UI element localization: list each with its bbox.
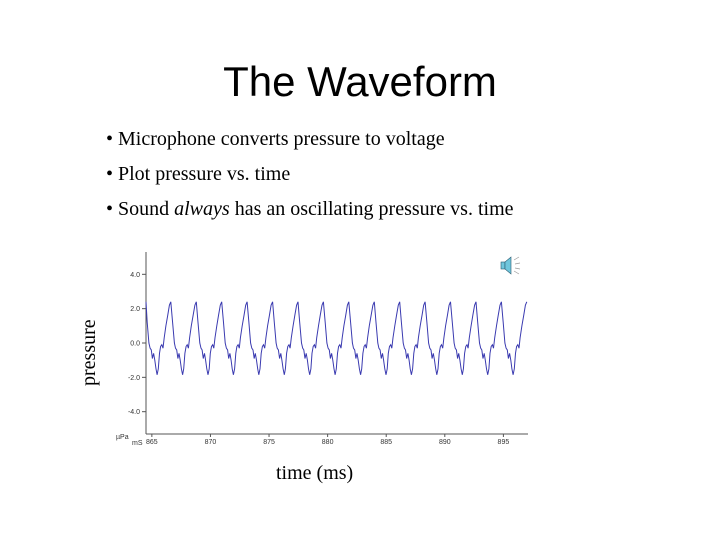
- x-tick-label: 890: [439, 439, 451, 446]
- x-tick-label: 895: [498, 439, 510, 446]
- bullet-2: • Plot pressure vs. time: [106, 163, 291, 185]
- y-tick-label: 4.0: [130, 272, 140, 279]
- y-tick-label: -4.0: [128, 409, 140, 416]
- y-tick-label: 2.0: [130, 306, 140, 313]
- slide-title: The Waveform: [223, 58, 497, 105]
- waveform-line: [145, 301, 528, 375]
- bullet-3-prefix: • Sound: [106, 198, 175, 220]
- bullet-3-suffix: has an oscillating pressure vs. time: [229, 198, 514, 220]
- bullet-1: • Microphone converts pressure to voltag…: [106, 128, 445, 150]
- y-tick-label: 0.0: [130, 341, 140, 348]
- speaker-sound-icon[interactable]: [500, 256, 521, 275]
- x-tick-label: 865: [146, 439, 158, 446]
- x-tick-label: 885: [380, 439, 392, 446]
- x-tick-label: 870: [205, 439, 217, 446]
- bullet-3-emphasis: always: [174, 198, 230, 220]
- x-tick-label: 880: [322, 439, 334, 446]
- bullet-3: • Sound always has an oscillating pressu…: [106, 198, 514, 221]
- y-unit-label: µPa: [116, 434, 129, 441]
- y-tick-label: -2.0: [128, 375, 140, 382]
- x-axis-label: time (ms): [276, 462, 354, 484]
- x-unit-label: mS: [132, 440, 143, 447]
- x-tick-label: 875: [263, 439, 275, 446]
